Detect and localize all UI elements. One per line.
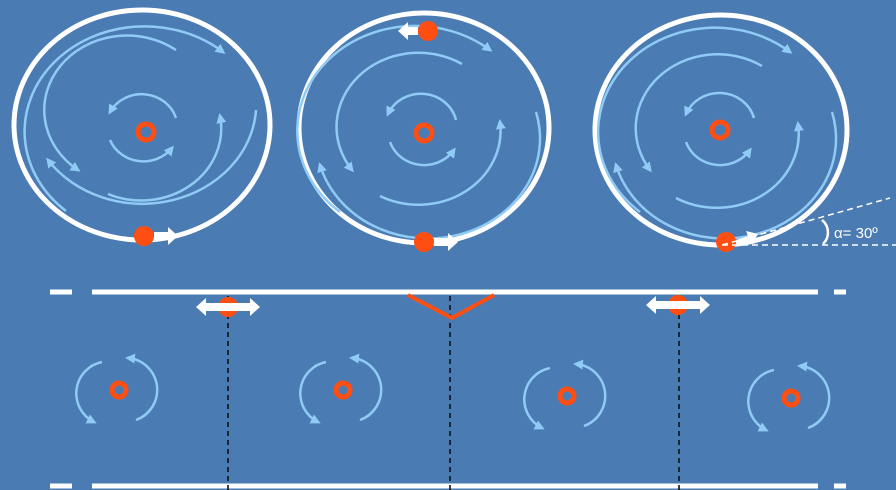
flow-arrow	[596, 26, 793, 214]
flow-arrow	[75, 360, 103, 424]
center-marker	[709, 119, 731, 141]
flow-arrow	[523, 366, 551, 430]
center-marker	[109, 380, 129, 400]
disc-2	[296, 10, 552, 252]
tracer-particle	[414, 232, 434, 252]
flow-arrow	[23, 25, 226, 212]
center-marker	[413, 122, 435, 144]
channel	[50, 289, 846, 490]
small-vortex-1	[75, 353, 159, 424]
angle-annotation: α= 30º	[721, 197, 896, 246]
flow-arrow	[108, 139, 174, 163]
oscillation-arrow	[196, 298, 260, 316]
tracer-particle	[716, 232, 736, 252]
disc-1	[11, 7, 273, 246]
tracer-particle	[134, 226, 154, 246]
flow-arrow	[684, 91, 756, 119]
tracer-particle	[418, 21, 438, 41]
flow-arrow	[335, 51, 463, 173]
center-marker	[333, 380, 353, 400]
flow-arrow	[675, 121, 804, 210]
flow-arrow	[379, 119, 506, 206]
small-vortex-4	[747, 361, 831, 432]
flow-arrow	[747, 368, 775, 432]
disc-3	[592, 12, 850, 252]
disc-ring	[592, 12, 850, 248]
center-marker	[135, 121, 157, 143]
flow-arrow	[573, 359, 607, 428]
flow-arrow	[299, 360, 327, 424]
reference-line-inclined	[721, 197, 891, 246]
small-vortex-2	[299, 353, 383, 424]
flow-arrow	[108, 92, 178, 119]
flow-arrow	[349, 353, 383, 422]
flow-arrow	[125, 353, 159, 422]
flow-arrow	[797, 361, 831, 430]
flow-arrow	[388, 141, 456, 167]
flow-arrow	[684, 141, 752, 167]
angle-label: α= 30º	[834, 225, 878, 242]
velocity-arrow	[434, 233, 458, 251]
angle-arc	[821, 219, 830, 245]
center-marker	[557, 386, 577, 406]
flow-arrow	[46, 109, 258, 205]
velocity-arrow	[154, 227, 178, 245]
flow-arrow	[634, 53, 763, 173]
deflection-lines	[407, 293, 495, 321]
flow-arrow	[386, 92, 458, 121]
flow-arrow	[317, 111, 542, 240]
center-marker	[781, 388, 801, 408]
oscillation-arrow	[646, 296, 710, 314]
velocity-arrow	[398, 22, 418, 40]
flow-arrow	[107, 113, 227, 202]
flow-arrow	[43, 34, 177, 172]
small-vortex-3	[523, 359, 607, 430]
flow-arrow	[296, 24, 493, 214]
